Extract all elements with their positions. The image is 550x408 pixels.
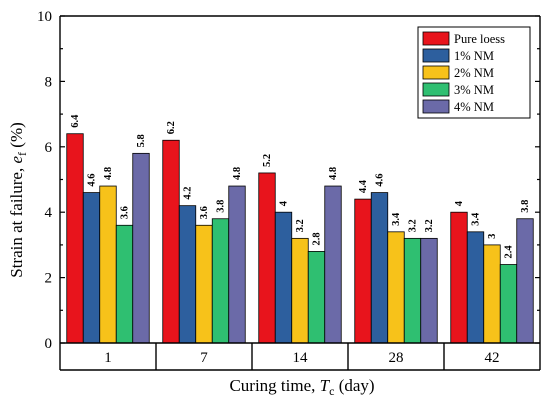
legend-label-0: Pure loess — [454, 32, 505, 46]
data-label-2-2: 3.2 — [295, 219, 306, 232]
data-label-0-4: 4 — [454, 200, 465, 206]
y-tick-label-4: 4 — [45, 205, 53, 221]
x-axis-title-sub: c — [329, 384, 334, 398]
legend-swatch-2 — [422, 65, 450, 80]
data-label-0-3: 4.4 — [358, 179, 369, 193]
data-label-0-1: 6.2 — [166, 121, 177, 134]
bar-1-nm-14 — [274, 211, 293, 344]
bar-4-nm-14 — [324, 185, 342, 344]
data-label-3-2: 2.8 — [312, 232, 323, 245]
bar-4-nm-28 — [420, 237, 438, 344]
bar-2-nm-14 — [291, 237, 309, 344]
data-label-1-2: 4 — [279, 200, 290, 206]
data-label-4-4: 3.8 — [520, 200, 531, 213]
x-tick-label-1: 1 — [104, 350, 112, 366]
bar-3-nm-28 — [403, 237, 422, 344]
y-axis-title-main: Strain at failure, — [7, 164, 26, 278]
bar-pure-loess-1 — [66, 133, 84, 344]
data-label-0-0: 6.4 — [70, 114, 81, 128]
data-labels-group: 6.4 4.6 4.8 3.6 5.8 6.2 4.2 3.6 3.8 4.8 5.2 4 3.2 2.8… — [70, 114, 531, 259]
bar-1-nm-42 — [466, 231, 485, 344]
x-tick-label-14: 14 — [293, 350, 309, 366]
bar-1-nm-1 — [82, 192, 101, 344]
data-label-3-0: 3.6 — [120, 206, 131, 219]
bar-3-nm-14 — [307, 251, 326, 344]
data-label-3-3: 3.2 — [408, 219, 419, 232]
bar-2-nm-42 — [483, 244, 501, 344]
x-tick-label-28: 28 — [389, 350, 404, 366]
bar-1-nm-28 — [370, 192, 389, 344]
bar-2-nm-28 — [387, 231, 405, 344]
y-axis-title-sub: f — [15, 152, 29, 156]
x-axis-title-main: Curing time, — [229, 376, 319, 395]
legend-swatch-3 — [422, 82, 450, 97]
axes-group: 1 7 14 28 42 0 2 4 6 8 10 — [37, 9, 541, 371]
bar-2-nm-7 — [195, 224, 213, 344]
bar-3-nm-1 — [115, 224, 134, 344]
x-axis-title-var: T — [320, 376, 331, 395]
y-tick-label-0: 0 — [45, 336, 53, 352]
legend-label-2: 2% NM — [454, 66, 494, 80]
data-label-3-1: 3.8 — [216, 200, 227, 213]
y-tick-label-10: 10 — [37, 9, 52, 25]
y-axis-title-unit: (%) — [7, 122, 26, 152]
y-tick-label-2: 2 — [45, 271, 53, 287]
bar-3-nm-7 — [211, 218, 230, 344]
data-label-2-0: 4.8 — [103, 167, 114, 180]
legend-swatch-0 — [422, 31, 450, 46]
data-label-2-4: 3 — [487, 234, 498, 239]
y-axis-title-var: e — [7, 156, 26, 164]
data-label-2-3: 3.4 — [391, 212, 402, 226]
bar-pure-loess-28 — [354, 198, 372, 344]
data-label-3-4: 2.4 — [504, 245, 515, 259]
legend: Pure loess 1% NM 2% NM 3% NM 4% NM — [417, 26, 531, 119]
bar-pure-loess-42 — [450, 211, 468, 344]
bar-pure-loess-14 — [258, 172, 276, 344]
bar-3-nm-42 — [499, 264, 518, 344]
data-label-2-1: 3.6 — [199, 206, 210, 219]
data-label-4-1: 4.8 — [232, 167, 243, 180]
bar-4-nm-42 — [516, 218, 534, 344]
bars-group — [66, 133, 534, 344]
x-tick-label-7: 7 — [200, 350, 208, 366]
y-axis-title: Strain at failure, ef (%) — [7, 122, 29, 278]
legend-swatch-4 — [422, 99, 450, 114]
data-label-4-2: 4.8 — [328, 167, 339, 180]
bar-1-nm-7 — [178, 205, 197, 344]
x-axis-title-unit: (day) — [334, 376, 374, 395]
bar-pure-loess-7 — [162, 139, 180, 344]
data-label-1-1: 4.2 — [183, 187, 194, 200]
bar-2-nm-1 — [99, 185, 117, 344]
bar-4-nm-1 — [132, 152, 150, 344]
legend-swatch-1 — [422, 48, 450, 63]
data-label-1-4: 3.4 — [471, 212, 482, 226]
x-axis-title: Curing time, Tc (day) — [229, 376, 374, 398]
x-tick-label-42: 42 — [485, 350, 500, 366]
data-label-1-0: 4.6 — [87, 173, 98, 186]
data-label-0-2: 5.2 — [262, 154, 273, 167]
legend-label-3: 3% NM — [454, 83, 494, 97]
data-label-4-3: 3.2 — [424, 219, 435, 232]
legend-label-1: 1% NM — [454, 49, 494, 63]
y-tick-label-6: 6 — [45, 140, 53, 156]
legend-label-4: 4% NM — [454, 100, 494, 114]
y-tick-label-8: 8 — [45, 74, 53, 90]
bar-4-nm-7 — [228, 185, 246, 344]
data-label-1-3: 4.6 — [375, 173, 386, 186]
data-label-4-0: 5.8 — [136, 134, 147, 147]
